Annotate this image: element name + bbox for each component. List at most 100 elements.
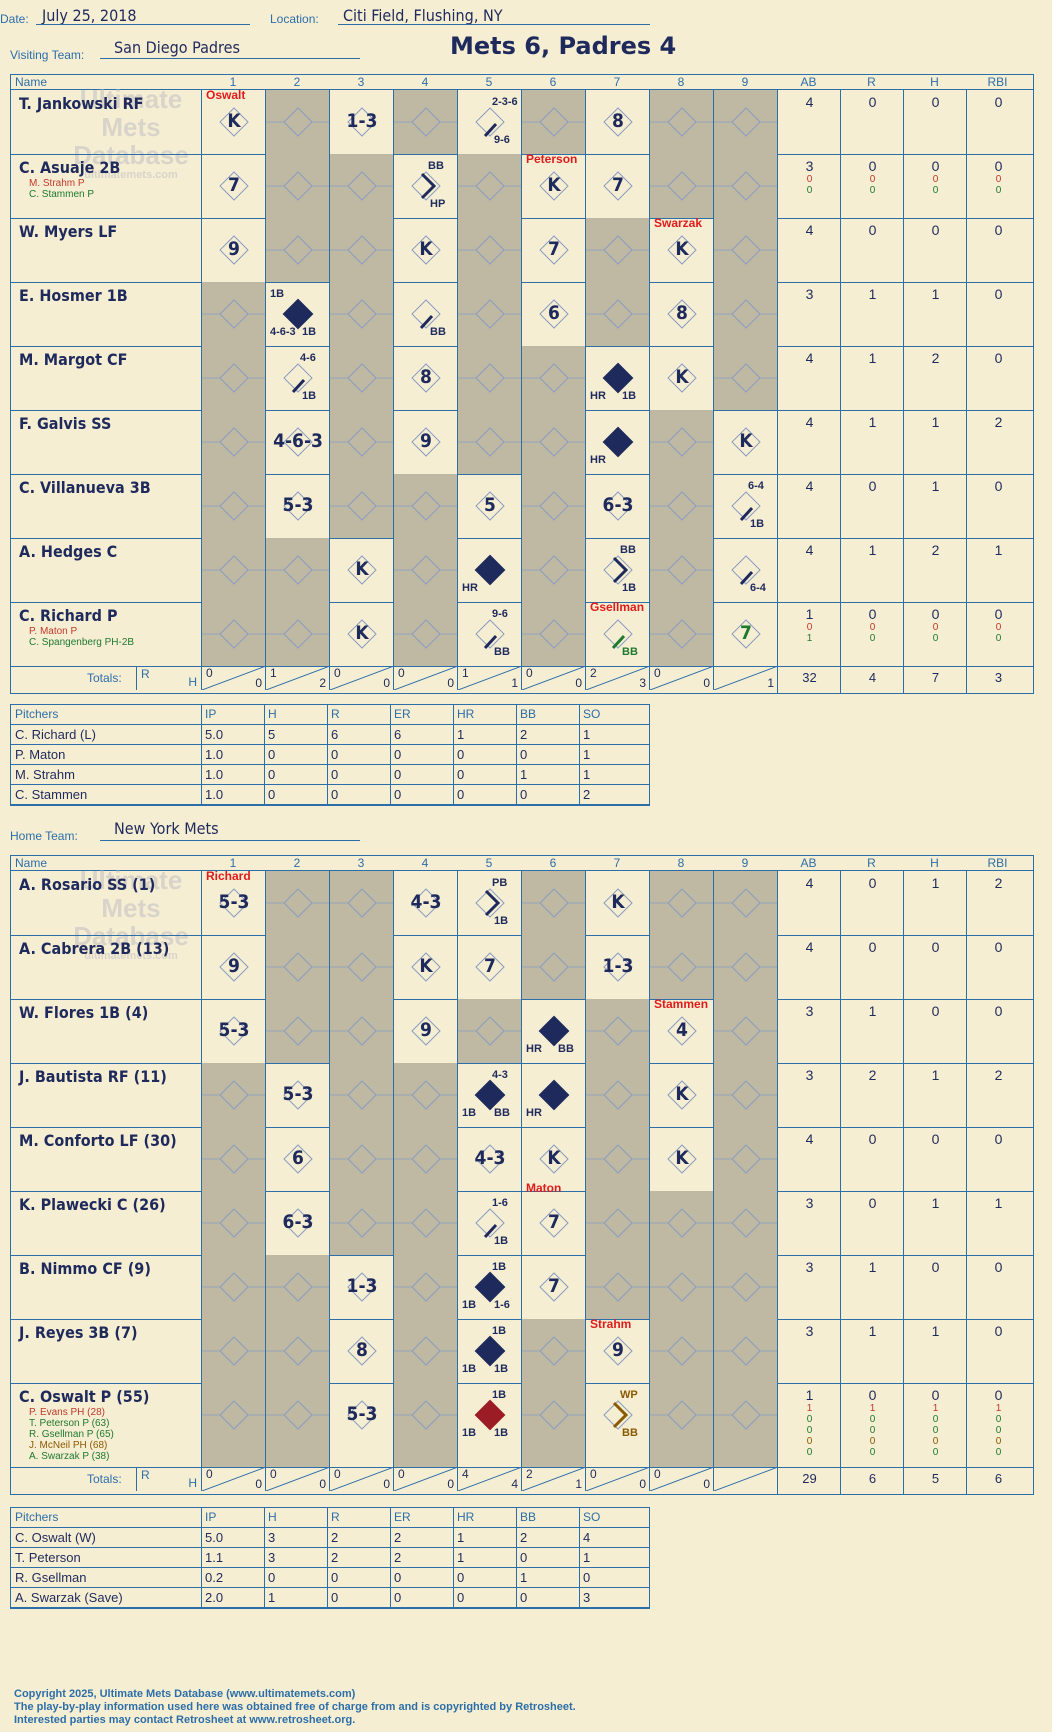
- inning-cell: [393, 474, 458, 538]
- inning-cell: [329, 935, 394, 999]
- inning-cell: [329, 871, 394, 935]
- stat-cell: 0: [966, 218, 1030, 282]
- play-note: HR: [462, 582, 478, 594]
- pitcher-stat: 1.0: [205, 787, 224, 802]
- play-note: 4-3: [492, 1069, 508, 1081]
- diamond-icon: [411, 171, 441, 201]
- diamond-icon: [219, 171, 249, 201]
- inning-runs: 2: [526, 1467, 533, 1481]
- inning-hits: 0: [703, 1477, 710, 1491]
- batter-row: C. Richard P P. Maton P C. Spangenberg PH-…: [11, 600, 1033, 667]
- inning-header: 2: [293, 75, 301, 89]
- play-note: 6-4: [748, 480, 764, 492]
- diamond-icon: [394, 491, 458, 521]
- diamond-icon: [330, 363, 394, 393]
- pitcher-stat: 3: [583, 1590, 591, 1605]
- stat-value: 1: [868, 414, 877, 430]
- stat-value: 4: [805, 478, 814, 494]
- diamond-icon: [411, 235, 441, 265]
- pitcher-stat: 0: [520, 1550, 528, 1565]
- play-note: HR: [590, 454, 606, 466]
- diamond-icon: [650, 555, 714, 585]
- pitcher-stat: 2: [394, 1530, 402, 1545]
- inning-cell: 1B 1B 1-6: [457, 1255, 522, 1319]
- column-divider: [390, 1508, 391, 1527]
- inning-cell: 7: [457, 935, 522, 999]
- inning-header: 7: [613, 856, 621, 870]
- inning-hits: 0: [383, 1477, 390, 1491]
- play-result: K: [675, 1147, 689, 1169]
- play-note: 1B: [622, 582, 637, 594]
- diamond-icon: [714, 1272, 778, 1302]
- inning-header: 9: [741, 856, 749, 870]
- inning-cell: [457, 410, 522, 474]
- pitcher-stat: 1: [583, 767, 591, 782]
- column-divider: [579, 705, 580, 724]
- diamond-icon: [283, 491, 313, 521]
- diamond-icon: [330, 1016, 394, 1046]
- column-divider: [390, 705, 391, 724]
- inning-cell: 4-6-3: [265, 410, 330, 474]
- play-note: 1B: [750, 518, 765, 530]
- stat-value: 0: [868, 1195, 877, 1211]
- stat-cell: 1: [840, 282, 904, 346]
- diamond-icon: [586, 1144, 650, 1174]
- pitcher-stat: 0: [268, 747, 276, 762]
- sub-stat-value: 0: [995, 622, 1002, 633]
- column-divider: [390, 785, 391, 804]
- diamond-icon: [202, 491, 266, 521]
- inning-hits: 0: [639, 1477, 646, 1491]
- diamond-icon: [411, 1016, 441, 1046]
- play-note: BB: [558, 1043, 574, 1055]
- inning-cell: [329, 1063, 394, 1127]
- column-divider: [390, 745, 391, 764]
- inning-cell: [521, 474, 586, 538]
- stat-value: 0: [868, 875, 877, 891]
- inning-cell: 4-6 1B: [265, 346, 330, 410]
- play-result: 7: [228, 174, 240, 196]
- diamond-icon: [538, 1015, 570, 1047]
- diamond-icon: [650, 427, 714, 457]
- diamond-icon: [714, 1144, 778, 1174]
- stat-cell: 1: [903, 1063, 967, 1127]
- inning-header: 8: [677, 75, 685, 89]
- stat-cell: 3: [777, 1319, 841, 1383]
- inning-cell: 1B 4-6-3 1B: [265, 282, 330, 346]
- inning-cell: [201, 1255, 266, 1319]
- inning-cell: K: [393, 218, 458, 282]
- sub-stat-value: 0: [806, 174, 813, 185]
- batter-row: K. Plawecki C (26) 6-3 1-6 1B 7 3 0 1 1: [11, 1191, 1033, 1256]
- diamond-icon: [650, 107, 714, 137]
- stat-cell: 1: [840, 1255, 904, 1319]
- diamond-icon: [202, 1144, 266, 1174]
- inning-cell: [649, 871, 714, 935]
- date-value: July 25, 2018: [42, 6, 137, 25]
- inning-cell: [585, 1127, 650, 1191]
- stat-value: 3: [805, 1323, 814, 1339]
- stat-value: 0: [994, 158, 1003, 174]
- play-note: 4-6: [300, 352, 316, 364]
- column-divider: [327, 1508, 328, 1527]
- inning-cell: [201, 410, 266, 474]
- column-divider: [453, 1588, 454, 1607]
- inning-cell: BB Gsellman: [585, 600, 650, 666]
- stat-cell: 1: [903, 1319, 967, 1383]
- stat-value: 0: [931, 158, 940, 174]
- play-result: K: [739, 430, 753, 452]
- pitcher-change: Gsellman: [590, 600, 645, 614]
- diamond-icon: [475, 888, 505, 918]
- inning-hits: 0: [255, 676, 262, 690]
- stat-cell: 1: [840, 410, 904, 474]
- diamond-icon: [650, 491, 714, 521]
- diamond-icon: [714, 107, 778, 137]
- pitcher-stat: 0: [268, 767, 276, 782]
- inning-cell: 2-3-6 9-6: [457, 90, 522, 154]
- inning-cell: [713, 1255, 778, 1319]
- play-result: 4: [676, 1019, 688, 1041]
- column-divider: [516, 785, 517, 804]
